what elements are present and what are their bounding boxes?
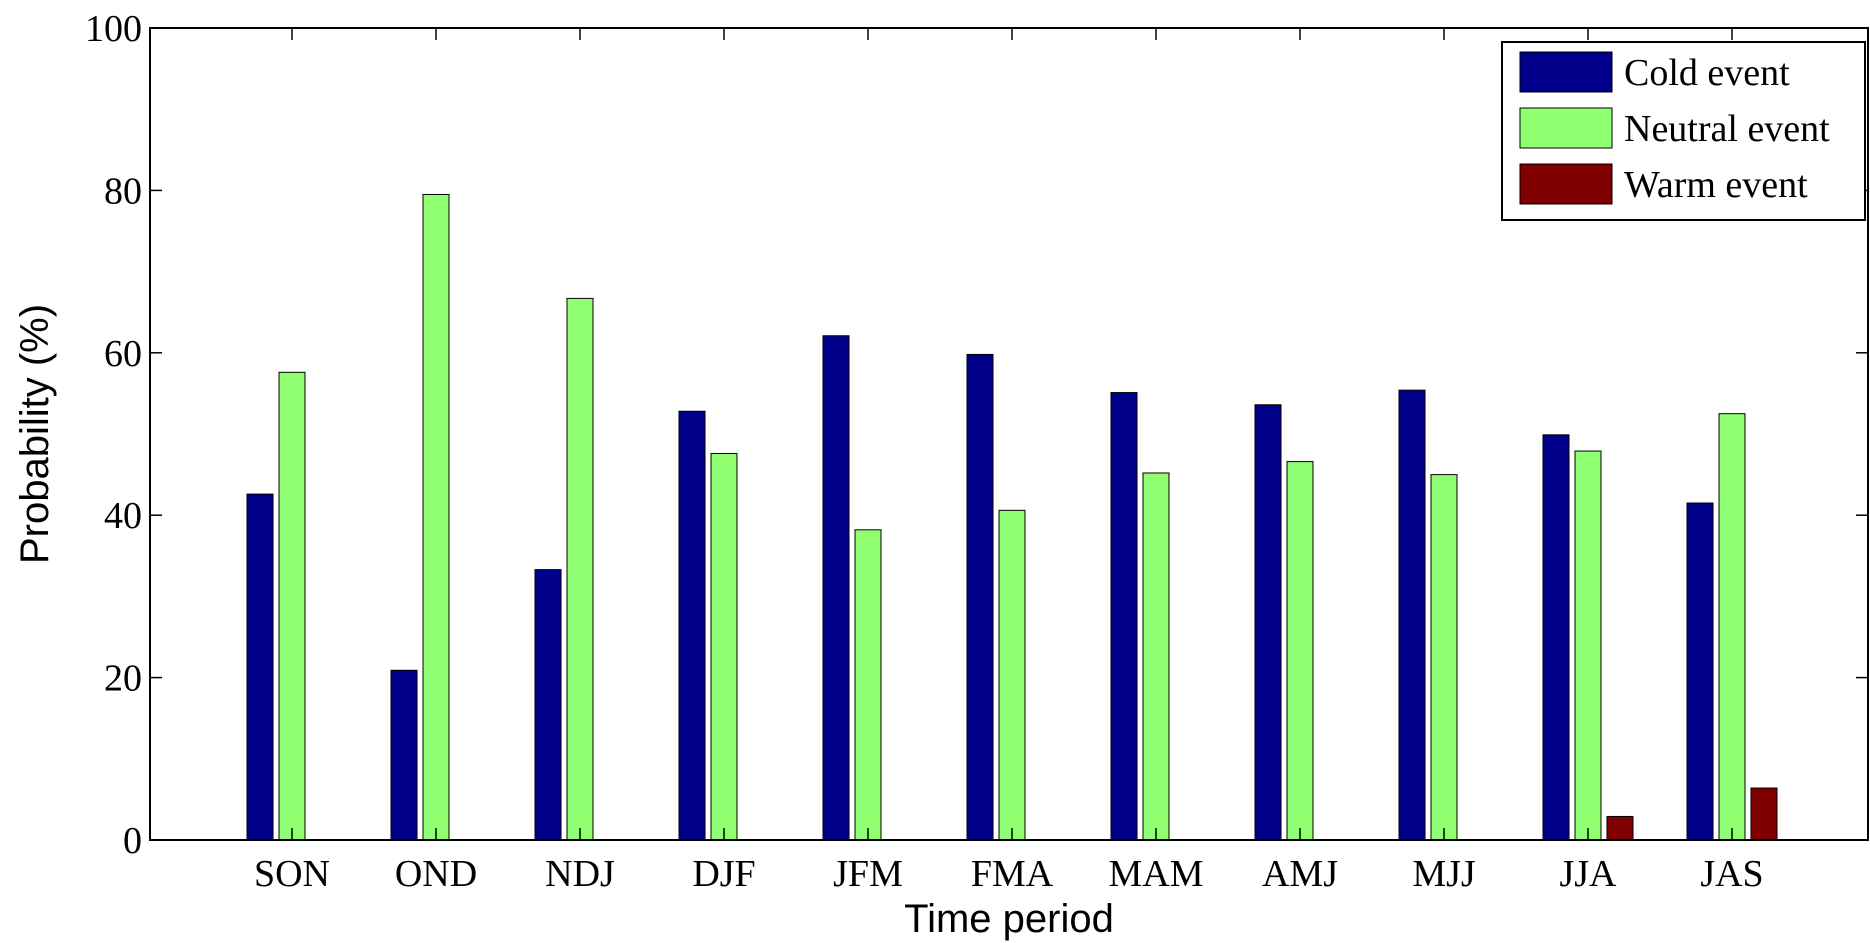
x-tick-label: OND [395,853,477,895]
y-axis-title: Probability (%) [13,304,57,564]
bar-warm-event-jas [1750,787,1778,841]
bar-neutral-event-jfm [854,529,882,841]
bar-cold-event-djf [678,410,706,841]
bar-neutral-event-jas [1718,413,1746,841]
x-tick-label: AMJ [1262,853,1338,895]
bar-neutral-event-djf [710,452,738,841]
x-tick-label: JFM [833,853,903,895]
labels-group: 0 20 40 60 80 100 SON OND NDJ DJF JFM FMA MAM AMJ MJJ J… [85,8,1764,895]
bar-neutral-event-mjj [1430,474,1458,841]
x-tick-label: DJF [692,853,755,895]
x-tick-label: JJA [1559,853,1617,895]
bar-cold-event-jas [1686,502,1714,841]
bar-cold-event-fma [966,353,994,841]
legend-swatch [1519,51,1613,93]
bar-cold-event-jfm [822,335,850,841]
bar-cold-event-jja [1542,434,1570,841]
y-tick-label: 60 [104,333,142,375]
bar-neutral-event-amj [1286,461,1314,841]
y-tick-label: 100 [85,8,142,50]
bar-cold-event-mam [1110,392,1138,841]
bar-neutral-event-ond [422,193,450,841]
bar-neutral-event-ndj [566,297,594,841]
x-tick-label: NDJ [545,853,615,895]
y-tick-label: 80 [104,170,142,212]
bar-cold-event-amj [1254,404,1282,841]
legend-swatch [1519,163,1613,205]
bar-neutral-event-fma [998,509,1026,841]
legend: Cold event Neutral event Warm event [1501,41,1866,221]
y-tick-label: 20 [104,658,142,700]
bars-group [246,193,1778,841]
legend-label: Warm event [1624,164,1808,206]
x-tick-label: JAS [1700,853,1763,895]
bar-cold-event-mjj [1398,389,1426,841]
x-tick-label: SON [254,853,330,895]
legend-label: Cold event [1624,52,1790,94]
bar-cold-event-ndj [534,569,562,841]
x-axis-title: Time period [904,897,1114,941]
x-tick-label: MAM [1108,853,1203,895]
legend-label: Neutral event [1624,108,1830,150]
plot-frame [149,27,1869,841]
bar-warm-event-jja [1606,815,1634,841]
bar-cold-event-ond [390,669,418,841]
bar-cold-event-son [246,493,274,841]
bar-neutral-event-son [278,371,306,841]
x-tick-label: FMA [971,853,1054,895]
y-tick-label: 0 [123,820,142,862]
bar-neutral-event-mam [1142,472,1170,841]
x-tick-label: MJJ [1412,853,1475,895]
y-tick-label: 40 [104,495,142,537]
bar-neutral-event-jja [1574,450,1602,841]
legend-swatch [1519,107,1613,149]
